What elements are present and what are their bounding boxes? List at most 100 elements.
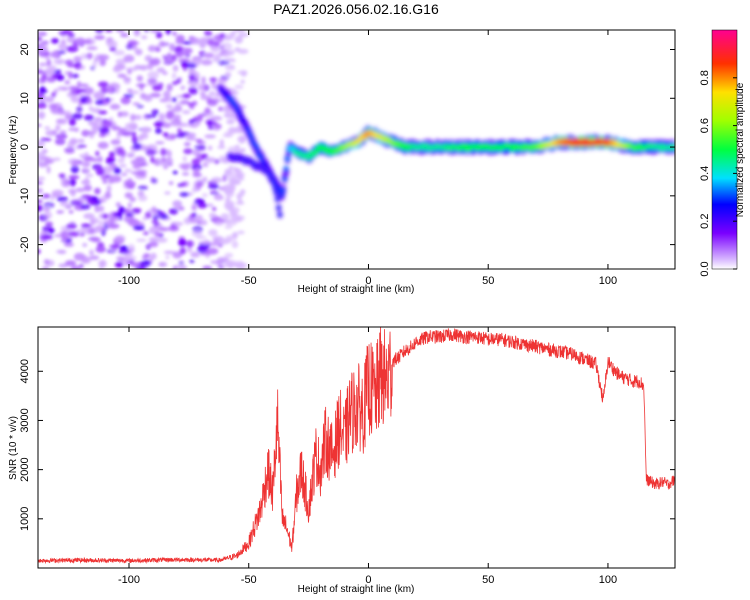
noise-blob <box>38 151 46 159</box>
noise-blob <box>135 170 145 175</box>
noise-blob <box>233 30 246 33</box>
noise-blob <box>157 227 170 232</box>
noise-blob <box>81 160 91 168</box>
noise-blob <box>218 155 227 163</box>
noise-blob <box>140 35 148 40</box>
noise-blob <box>186 240 194 248</box>
noise-blob <box>44 211 53 220</box>
noise-blob <box>89 251 94 255</box>
noise-blob <box>233 263 242 268</box>
noise-blob <box>200 153 209 160</box>
noise-blob <box>44 55 51 60</box>
noise-blob <box>65 223 78 230</box>
x-tick-label: -50 <box>241 275 257 287</box>
noise-blob <box>165 112 174 120</box>
spectrogram-ridge <box>216 83 675 219</box>
noise-blob <box>75 187 86 193</box>
noise-blob <box>102 213 109 219</box>
noise-blob <box>162 71 168 75</box>
colorbar-tick-label: 0.0 <box>699 261 711 276</box>
noise-blob <box>127 202 132 209</box>
noise-blob <box>236 192 242 201</box>
noise-blob <box>116 211 123 218</box>
x-tick-label: -100 <box>118 574 140 586</box>
noise-blob <box>95 30 104 34</box>
noise-blob <box>117 111 122 118</box>
noise-blob <box>137 190 145 197</box>
noise-blob <box>64 59 74 66</box>
noise-blob <box>38 140 46 148</box>
noise-blob <box>123 93 134 98</box>
noise-blob <box>202 176 208 182</box>
noise-blob <box>118 249 130 255</box>
noise-blob <box>172 200 183 208</box>
noise-blob <box>177 122 189 127</box>
noise-blob <box>58 173 66 178</box>
noise-blob <box>119 164 127 168</box>
noise-blob <box>102 166 113 174</box>
noise-blob <box>46 59 52 67</box>
noise-blob <box>105 30 113 33</box>
noise-blob <box>64 260 77 267</box>
noise-blob <box>93 228 100 233</box>
noise-blob <box>156 67 166 73</box>
noise-blob <box>177 127 182 134</box>
snr-x-ticks: -100 -50 0 50 100 <box>118 327 617 586</box>
y-tick-label: 1000 <box>19 507 31 531</box>
branch-core <box>271 181 276 186</box>
noise-blob <box>194 198 205 205</box>
noise-blob <box>188 74 196 79</box>
noise-blob <box>98 205 105 212</box>
noise-blob <box>78 99 83 107</box>
noise-blob <box>86 130 98 135</box>
noise-blob <box>140 259 152 267</box>
noise-blob <box>172 221 184 227</box>
noise-blob <box>127 41 140 45</box>
noise-blob <box>156 31 163 39</box>
noise-blob <box>56 196 68 202</box>
noise-blob <box>116 256 125 262</box>
noise-blob <box>70 265 81 269</box>
noise-blob <box>38 111 46 120</box>
noise-blob <box>178 57 191 64</box>
noise-blob <box>231 240 239 249</box>
noise-blob <box>133 163 141 170</box>
noise-blob <box>55 118 68 125</box>
noise-blob <box>97 81 109 88</box>
branch-core <box>275 197 280 201</box>
noise-blob <box>105 156 115 165</box>
noise-blob <box>38 123 42 127</box>
noise-blob <box>60 177 68 182</box>
noise-blob <box>58 134 64 142</box>
noise-blob <box>194 144 206 151</box>
noise-blob <box>114 85 120 94</box>
noise-blob <box>54 110 66 115</box>
noise-blob <box>163 96 170 102</box>
noise-blob <box>225 58 235 61</box>
ridge-core <box>282 176 288 182</box>
noise-blob <box>92 60 97 68</box>
noise-blob <box>207 119 213 127</box>
noise-blob <box>162 122 172 129</box>
noise-blob <box>76 229 88 233</box>
noise-blob <box>152 85 163 91</box>
noise-blob <box>55 124 61 131</box>
noise-blob <box>213 127 220 132</box>
noise-blob <box>38 42 48 49</box>
noise-blob <box>224 183 233 190</box>
noise-blob <box>89 255 100 260</box>
noise-blob <box>64 80 71 85</box>
noise-blob <box>101 86 108 94</box>
noise-blob <box>155 127 162 134</box>
ridge-core <box>244 125 250 131</box>
noise-blob <box>67 85 78 91</box>
noise-blob <box>171 114 182 120</box>
noise-blob <box>236 177 245 181</box>
noise-blob <box>100 119 113 128</box>
noise-blob <box>126 152 135 158</box>
noise-blob <box>220 213 230 220</box>
noise-blob <box>123 78 131 85</box>
y-tick-label: 3000 <box>19 408 31 432</box>
noise-blob <box>224 170 235 179</box>
